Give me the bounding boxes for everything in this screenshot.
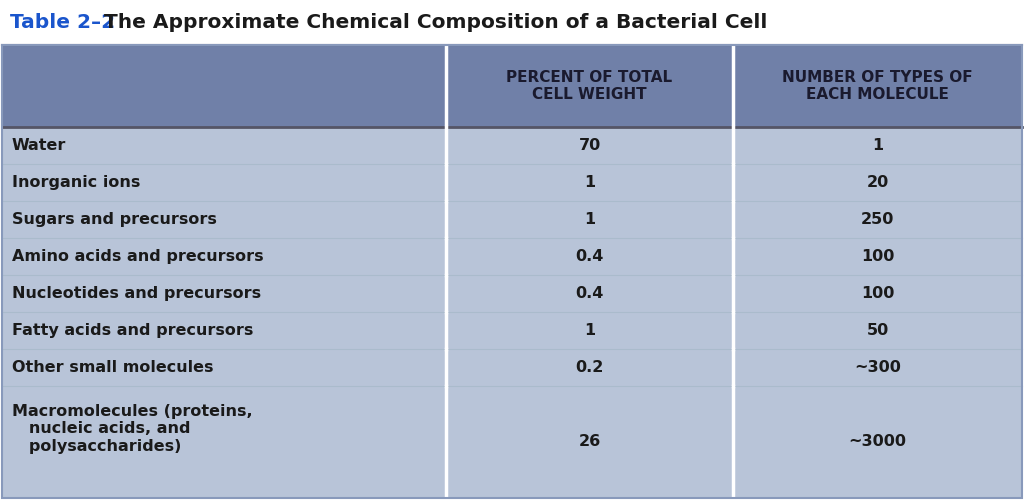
Text: Table 2–2: Table 2–2 (10, 13, 122, 32)
Text: Other small molecules: Other small molecules (12, 360, 213, 375)
Bar (733, 275, 1022, 312)
Text: 26: 26 (579, 434, 601, 450)
Bar (445, 238, 733, 275)
Text: 250: 250 (861, 212, 894, 227)
Bar (2, 275, 445, 312)
Text: 0.4: 0.4 (575, 286, 604, 301)
Text: Macromolecules (proteins,
   nucleic acids, and
   polysaccharides): Macromolecules (proteins, nucleic acids,… (12, 404, 253, 454)
Text: 1: 1 (584, 323, 595, 338)
Text: 1: 1 (584, 175, 595, 190)
Bar (445, 312, 733, 349)
Text: 20: 20 (866, 175, 889, 190)
Text: The Approximate Chemical Composition of a Bacterial Cell: The Approximate Chemical Composition of … (104, 13, 768, 32)
Text: 50: 50 (866, 323, 889, 338)
Text: 1: 1 (872, 138, 884, 153)
Text: NUMBER OF TYPES OF
EACH MOLECULE: NUMBER OF TYPES OF EACH MOLECULE (782, 70, 973, 102)
Bar (2, 0, 1022, 45)
Text: 1: 1 (584, 212, 595, 227)
Text: 0.2: 0.2 (575, 360, 604, 375)
Bar (445, 45, 733, 127)
Text: Inorganic ions: Inorganic ions (12, 175, 140, 190)
Bar (2, 386, 445, 498)
Bar (445, 349, 733, 386)
Text: Water: Water (12, 138, 67, 153)
Bar (2, 312, 445, 349)
Bar (2, 238, 445, 275)
Bar (2, 201, 445, 238)
Text: 0.4: 0.4 (575, 249, 604, 264)
Text: 100: 100 (861, 249, 894, 264)
Bar (445, 275, 733, 312)
Text: Amino acids and precursors: Amino acids and precursors (12, 249, 263, 264)
Text: Sugars and precursors: Sugars and precursors (12, 212, 217, 227)
Bar (445, 164, 733, 201)
Text: Fatty acids and precursors: Fatty acids and precursors (12, 323, 253, 338)
Text: ~300: ~300 (854, 360, 901, 375)
Bar (733, 386, 1022, 498)
Bar (733, 164, 1022, 201)
Bar (733, 127, 1022, 164)
Bar (2, 164, 445, 201)
Bar (733, 45, 1022, 127)
Text: 70: 70 (579, 138, 601, 153)
Bar (2, 349, 445, 386)
Bar (445, 127, 733, 164)
Bar (445, 201, 733, 238)
Bar (2, 45, 445, 127)
Bar (445, 386, 733, 498)
Text: ~3000: ~3000 (849, 434, 906, 450)
Bar (733, 349, 1022, 386)
Bar (733, 312, 1022, 349)
Bar (733, 201, 1022, 238)
Bar (2, 127, 445, 164)
Text: 100: 100 (861, 286, 894, 301)
Bar (733, 238, 1022, 275)
Text: Nucleotides and precursors: Nucleotides and precursors (12, 286, 261, 301)
Text: PERCENT OF TOTAL
CELL WEIGHT: PERCENT OF TOTAL CELL WEIGHT (507, 70, 673, 102)
